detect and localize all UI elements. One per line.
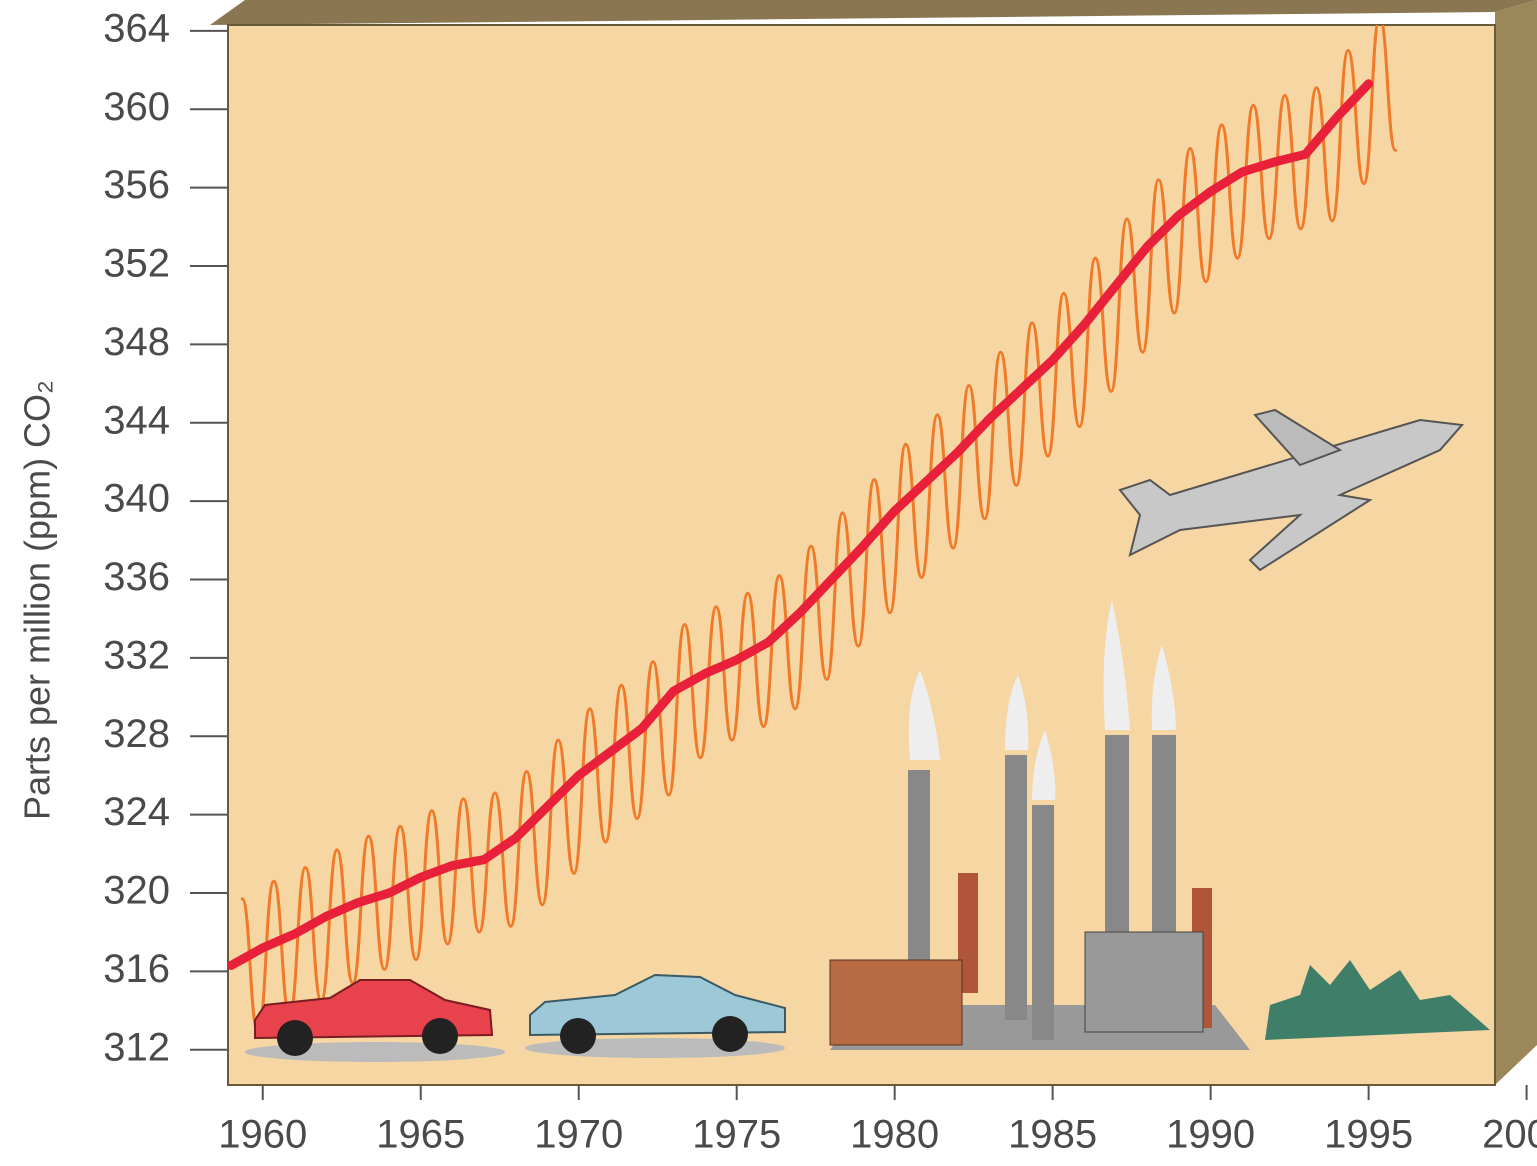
chimney xyxy=(1152,735,1176,935)
plants xyxy=(1265,960,1490,1040)
building xyxy=(829,959,963,1046)
y-tick-label: 320 xyxy=(103,869,170,913)
chimney xyxy=(1105,735,1129,935)
smoke xyxy=(1151,645,1176,730)
x-tick-label: 2000 xyxy=(1482,1113,1537,1157)
x-tick-label: 1995 xyxy=(1324,1113,1413,1157)
trend-line xyxy=(228,79,1374,970)
smoke xyxy=(1103,600,1130,730)
y-tick-label: 332 xyxy=(103,633,170,677)
x-tick-label: 1990 xyxy=(1166,1113,1255,1157)
illustrations xyxy=(245,408,1490,1062)
y-axis-label: Parts per million (ppm) CO₂ xyxy=(17,380,58,820)
box-top xyxy=(210,0,1537,25)
wheel xyxy=(422,1018,458,1054)
box-side xyxy=(1495,0,1537,1085)
x-tick-label: 1965 xyxy=(376,1113,465,1157)
tower xyxy=(958,873,978,993)
y-tick-label: 340 xyxy=(103,477,170,521)
smoke xyxy=(1005,675,1029,750)
y-tick-label: 356 xyxy=(103,163,170,207)
smoke xyxy=(1032,730,1056,800)
plot-area xyxy=(227,24,1496,1086)
airplane-wing xyxy=(1253,408,1343,467)
y-tick-label: 364 xyxy=(103,6,170,50)
wheel xyxy=(277,1020,313,1056)
y-tick-label: 312 xyxy=(103,1025,170,1069)
y-tick-label: 360 xyxy=(103,85,170,129)
airplane xyxy=(1118,418,1465,572)
x-tick-label: 1985 xyxy=(1008,1113,1097,1157)
x-tick-label: 1970 xyxy=(534,1113,623,1157)
chimney xyxy=(1005,755,1027,1020)
x-tick-label: 1975 xyxy=(692,1113,781,1157)
y-tick-label: 324 xyxy=(103,790,170,834)
plot xyxy=(228,25,1397,1034)
y-tick-label: 328 xyxy=(103,712,170,756)
y-tick-label: 316 xyxy=(103,947,170,991)
seasonal-line xyxy=(240,25,1397,1034)
building xyxy=(1084,931,1204,1033)
x-tick-label: 1960 xyxy=(218,1113,307,1157)
smoke xyxy=(908,670,940,760)
x-tick-label: 1980 xyxy=(850,1113,939,1157)
y-tick-label: 336 xyxy=(103,555,170,599)
wheel xyxy=(560,1018,596,1054)
y-tick-label: 352 xyxy=(103,242,170,286)
y-tick-label: 348 xyxy=(103,320,170,364)
axes: 312 316 320 324 328 332 336 340 344 348 352 356 360 3… xyxy=(103,6,1537,1156)
y-tick-label: 344 xyxy=(103,398,170,442)
chimney xyxy=(908,770,930,960)
chimney xyxy=(1032,805,1054,1040)
wheel xyxy=(712,1016,748,1052)
